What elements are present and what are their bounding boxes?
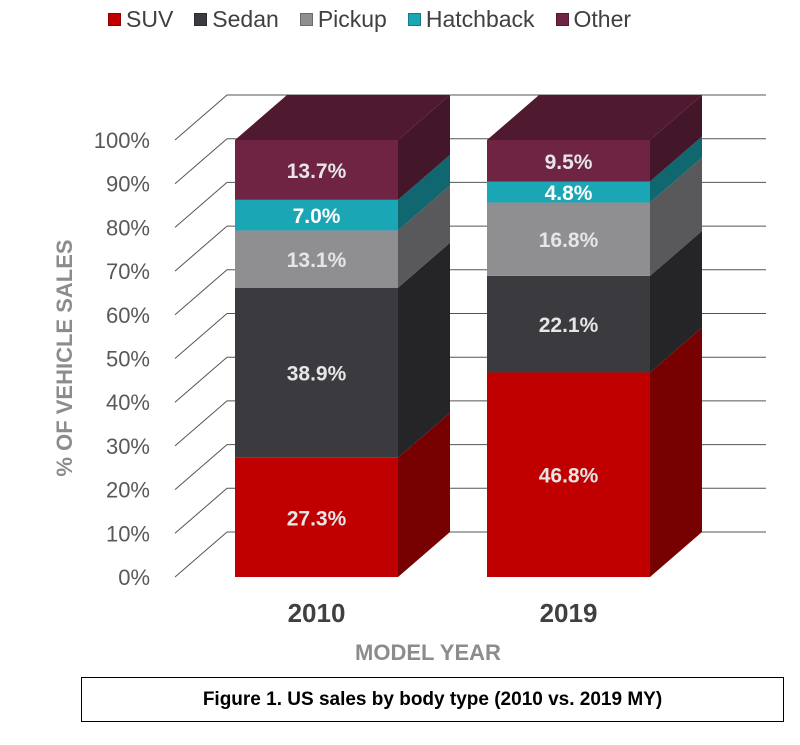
bar-segment-pickup-2010 xyxy=(235,230,398,288)
bar-top-2010 xyxy=(235,95,450,140)
bar-segment-suv-2010 xyxy=(235,457,398,577)
legend-label: SUV xyxy=(126,6,174,32)
legend-item-other: Other xyxy=(555,6,632,33)
legend-swatch xyxy=(299,13,313,26)
bar-side-suv-2019 xyxy=(650,327,702,577)
y-tick-label: 40% xyxy=(106,390,150,415)
bar-side-pickup-2019 xyxy=(650,157,702,276)
bar-top-2019 xyxy=(487,95,702,140)
bar-segment-suv-2019 xyxy=(487,372,650,577)
chart-legend: SUV Sedan Pickup Hatchback Other xyxy=(108,6,652,33)
y-tick-label: 0% xyxy=(118,565,150,590)
data-label: 4.8% xyxy=(545,182,593,205)
bar-segment-other-2010 xyxy=(235,140,398,200)
legend-label: Other xyxy=(573,6,632,32)
legend-label: Sedan xyxy=(212,6,279,32)
y-tick-label: 90% xyxy=(106,172,150,197)
bar-segment-pickup-2019 xyxy=(487,202,650,276)
legend-item-hatchback: Hatchback xyxy=(407,6,535,33)
bar-side-hatchback-2019 xyxy=(650,136,702,203)
x-tick-label: 2010 xyxy=(288,598,346,628)
legend-swatch xyxy=(108,13,121,26)
bar-side-other-2019 xyxy=(650,95,702,182)
data-label: 38.9% xyxy=(287,363,347,386)
legend-item-sedan: Sedan xyxy=(194,6,279,33)
bar-side-sedan-2010 xyxy=(398,242,450,458)
bar-side-hatchback-2010 xyxy=(398,154,450,231)
y-tick-label: 70% xyxy=(106,259,150,284)
bar-segment-sedan-2010 xyxy=(235,287,398,458)
legend-item-pickup: Pickup xyxy=(299,6,387,33)
y-axis-title: % OF VEHICLE SALES xyxy=(52,239,77,476)
legend-swatch xyxy=(407,13,421,26)
legend-label: Hatchback xyxy=(425,6,535,32)
data-label: 46.8% xyxy=(539,465,599,488)
data-label: 27.3% xyxy=(287,507,347,530)
legend-swatch xyxy=(194,13,208,26)
y-tick-label: 100% xyxy=(94,128,150,153)
data-label: 22.1% xyxy=(539,314,599,337)
x-tick-label: 2019 xyxy=(540,598,598,628)
data-label: 16.8% xyxy=(539,229,599,252)
figure-caption: Figure 1. US sales by body type (2010 vs… xyxy=(81,677,784,722)
y-tick-label: 50% xyxy=(106,347,150,372)
x-axis-title: MODEL YEAR xyxy=(355,640,501,665)
data-label: 7.0% xyxy=(293,205,341,228)
legend-label: Pickup xyxy=(317,6,387,32)
y-tick-label: 80% xyxy=(106,215,150,240)
bar-segment-hatchback-2019 xyxy=(487,181,650,203)
bar-side-other-2010 xyxy=(398,95,450,200)
y-tick-label: 10% xyxy=(106,521,150,546)
bar-side-sedan-2019 xyxy=(650,230,702,373)
bar-segment-hatchback-2010 xyxy=(235,199,398,231)
legend-item-suv: SUV xyxy=(108,6,173,33)
legend-swatch xyxy=(555,13,569,26)
data-label: 9.5% xyxy=(545,151,593,174)
data-label: 13.7% xyxy=(287,160,347,183)
bar-segment-sedan-2019 xyxy=(487,275,650,373)
bar-side-pickup-2010 xyxy=(398,185,450,288)
data-label: 13.1% xyxy=(287,249,347,272)
y-tick-label: 20% xyxy=(106,478,150,503)
bar-segment-other-2019 xyxy=(487,140,650,182)
y-tick-label: 60% xyxy=(106,303,150,328)
y-tick-label: 30% xyxy=(106,434,150,459)
bar-side-suv-2010 xyxy=(398,412,450,577)
